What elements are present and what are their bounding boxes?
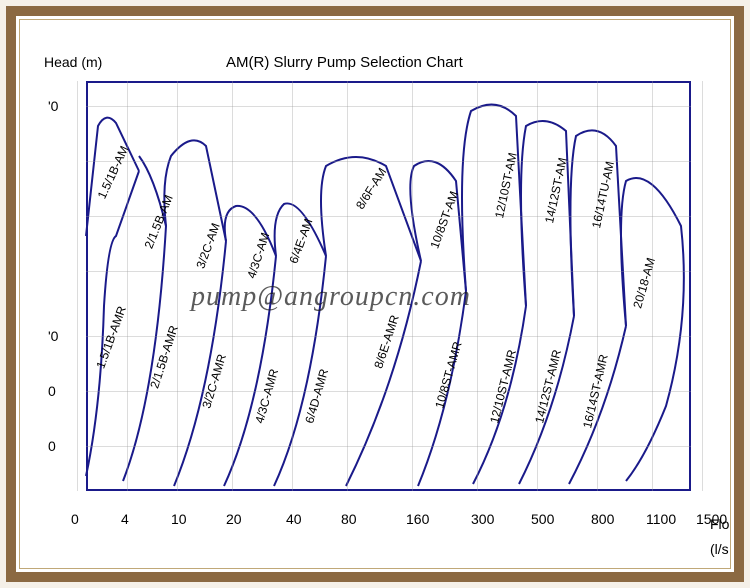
x-tick: 1500 — [696, 511, 727, 527]
x-tick: 20 — [226, 511, 242, 527]
x-grid-line — [177, 81, 178, 491]
x-grid-line — [597, 81, 598, 491]
x-tick: 10 — [171, 511, 187, 527]
x-grid-line — [702, 81, 703, 491]
outer-frame: AM(R) Slurry Pump Selection Chart Head (… — [6, 6, 744, 582]
x-tick: 80 — [341, 511, 357, 527]
pump-curve — [321, 157, 421, 261]
y-grid-line — [86, 271, 691, 272]
y-grid-line — [86, 106, 691, 107]
y-grid-line — [86, 446, 691, 447]
x-grid-line — [537, 81, 538, 491]
y-tick: '0 — [48, 98, 58, 114]
x-tick: 300 — [471, 511, 494, 527]
x-tick: 4 — [121, 511, 129, 527]
x-tick: 160 — [406, 511, 429, 527]
y-grid-line — [86, 161, 691, 162]
chart-area: AM(R) Slurry Pump Selection Chart Head (… — [26, 26, 724, 562]
y-tick: 0 — [48, 383, 56, 399]
x-tick: 500 — [531, 511, 554, 527]
x-grid-line — [127, 81, 128, 491]
y-tick: '0 — [48, 328, 58, 344]
x-tick: 1100 — [646, 511, 676, 527]
watermark: pump@angroupcn.com — [191, 281, 471, 313]
x-grid-line — [77, 81, 78, 491]
y-tick: 0 — [48, 438, 56, 454]
x-tick: 40 — [286, 511, 302, 527]
x-tick: 0 — [71, 511, 79, 527]
x-grid-line — [477, 81, 478, 491]
x-tick: 800 — [591, 511, 614, 527]
x-grid-line — [652, 81, 653, 491]
